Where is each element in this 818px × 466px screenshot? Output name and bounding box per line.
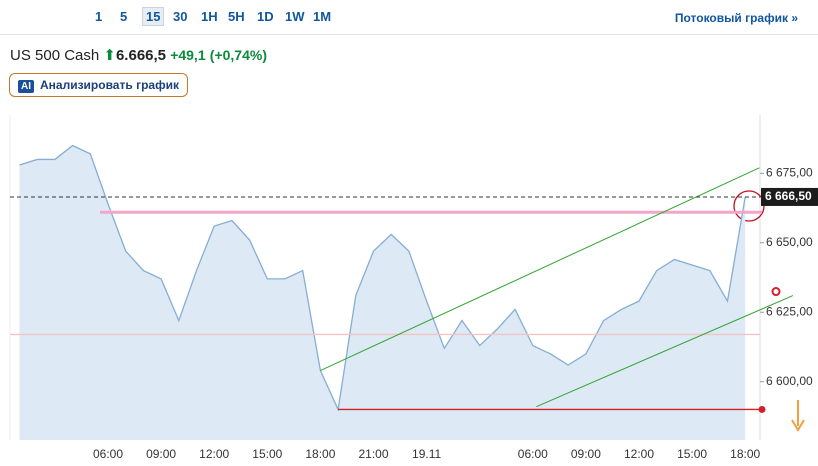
watermark-suffix: .com bbox=[128, 339, 161, 356]
up-icon: ⬆ bbox=[103, 47, 116, 64]
x-tick-label: 12:00 bbox=[199, 447, 229, 461]
y-tick-label: 6 650,00 bbox=[766, 235, 813, 249]
interval-button[interactable]: 5H bbox=[228, 9, 245, 24]
interval-button[interactable]: 5 bbox=[120, 9, 128, 24]
stream-link[interactable]: Потоковый график » bbox=[674, 11, 798, 25]
circle-drawing bbox=[733, 190, 765, 222]
x-tick-label: 18:00 bbox=[305, 447, 335, 461]
interval-button[interactable]: 15 bbox=[142, 7, 165, 26]
change-pct: (+0,74%) bbox=[209, 47, 267, 63]
y-tick-label: 6 625,00 bbox=[766, 304, 813, 318]
x-tick-label: 09:00 bbox=[146, 447, 176, 461]
x-tick-label: 09:00 bbox=[571, 447, 601, 461]
x-tick-label: 21:00 bbox=[358, 447, 388, 461]
x-tick-label: 18:00 bbox=[730, 447, 760, 461]
change: +49,1 bbox=[170, 47, 206, 63]
arrow-drawing bbox=[791, 400, 805, 432]
interval-button[interactable]: 1W bbox=[285, 9, 305, 24]
x-tick-label: 12:00 bbox=[624, 447, 654, 461]
y-tick-label: 6 600,00 bbox=[766, 374, 813, 388]
interval-button[interactable]: 30 bbox=[173, 9, 188, 24]
last-price-label: 6 666,50 bbox=[765, 189, 812, 203]
interval-button[interactable]: 1D bbox=[257, 9, 274, 24]
instrument: US 500 Cash ⬆6.666,5 +49,1 (+0,74%) bbox=[10, 46, 267, 64]
interval-button[interactable]: 1H bbox=[201, 9, 218, 24]
price: 6.666,5 bbox=[115, 47, 167, 64]
x-tick-label: 15:00 bbox=[677, 447, 707, 461]
handle bbox=[758, 405, 766, 413]
ai-badge: AI bbox=[18, 80, 34, 93]
x-tick-label: 06:00 bbox=[518, 447, 548, 461]
x-tick-label: 06:00 bbox=[93, 447, 123, 461]
y-tick-label: 6 675,00 bbox=[766, 166, 813, 180]
watermark: Investing bbox=[25, 331, 126, 357]
analyze-label: Анализировать график bbox=[40, 78, 179, 92]
interval-button[interactable]: 1M bbox=[313, 9, 332, 24]
last-price-box bbox=[761, 187, 818, 206]
x-tick-label: 15:00 bbox=[252, 447, 282, 461]
area bbox=[19, 145, 746, 441]
symbol: US 500 Cash bbox=[10, 47, 100, 64]
analyze-button[interactable]: AI Анализировать график bbox=[9, 73, 188, 97]
trendline bbox=[536, 295, 794, 408]
toolbar: Потоковый график » 1 5 15 30 1H 5H 1D 1W 1M bbox=[0, 0, 818, 35]
x-tick-label: 19.11 bbox=[412, 447, 441, 461]
handle bbox=[771, 287, 781, 297]
line bbox=[19, 144, 746, 412]
interval-button[interactable]: 1 bbox=[95, 9, 103, 24]
trendline bbox=[320, 167, 760, 372]
